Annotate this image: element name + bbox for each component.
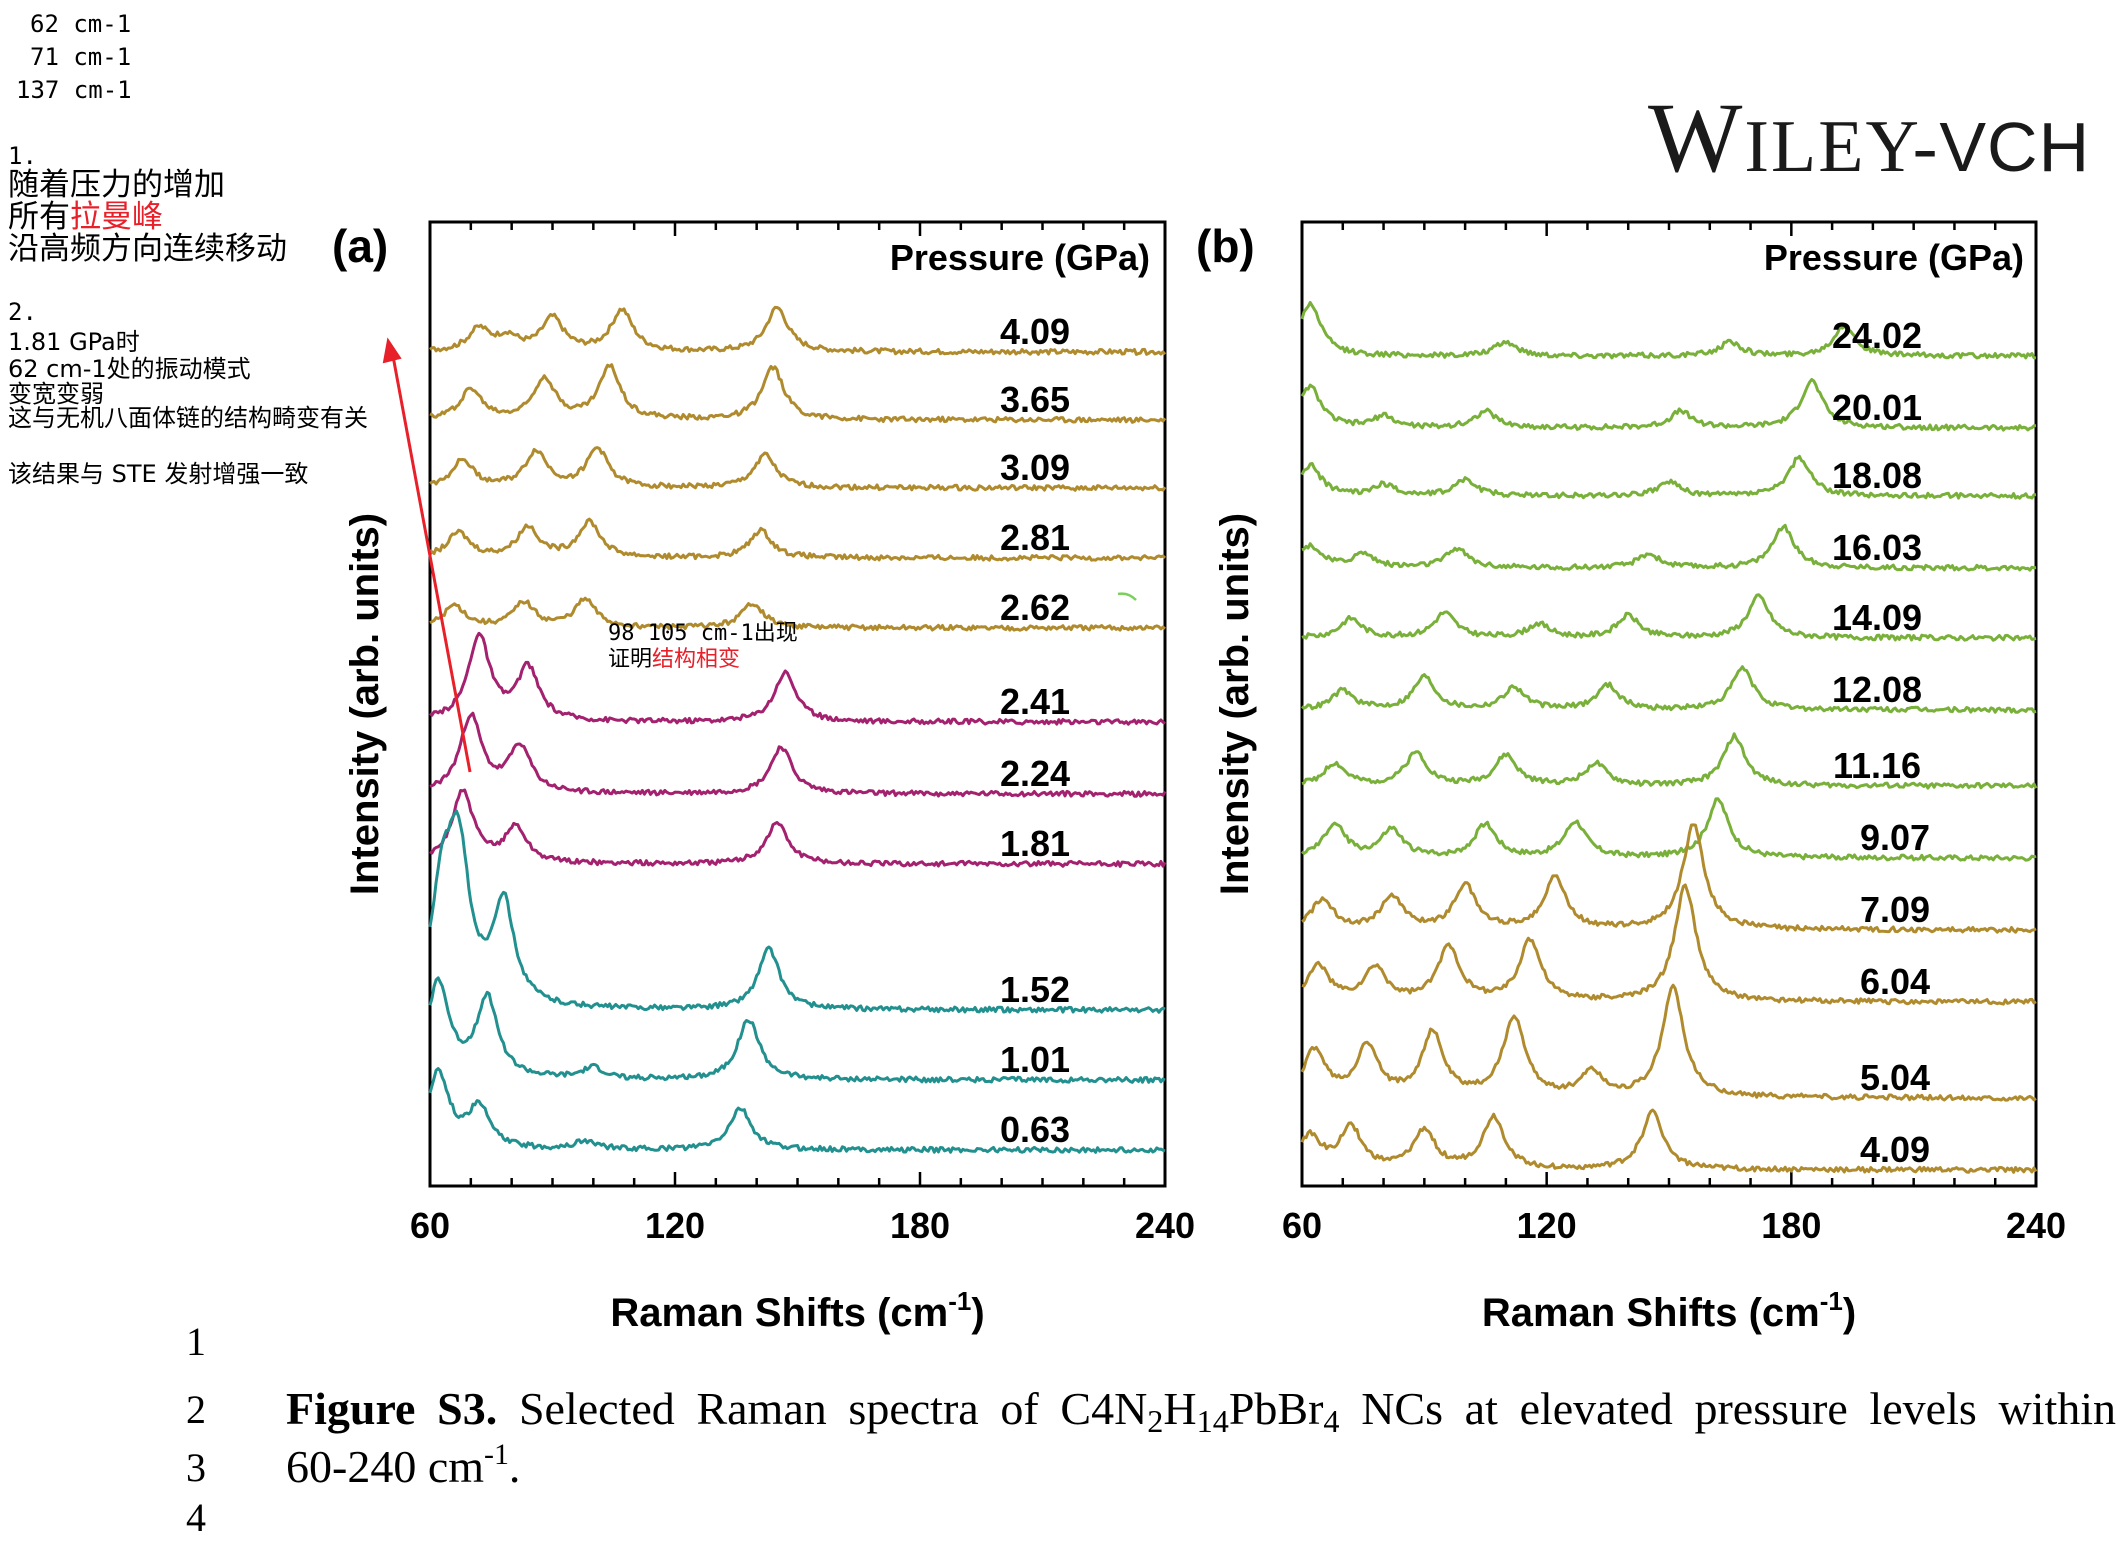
spectrum-line [1301, 883, 2037, 1006]
spectrum-line [1300, 1108, 2038, 1174]
spectrum-line [1301, 665, 2037, 714]
panel-label: (b) [1196, 220, 1255, 272]
pressure-label: 1.01 [1000, 1039, 1070, 1080]
pressure-label: 18.08 [1832, 455, 1922, 496]
note-peak-71: 71 cm-1 [30, 43, 132, 71]
pressure-label: 7.09 [1860, 889, 1930, 930]
x-tick-label: 240 [2006, 1205, 2066, 1246]
x-tick-label: 240 [1135, 1205, 1195, 1246]
spectra-panel-b: 60 120 180 240 Raman Shifts (cm-1) Intensity … [1196, 220, 2066, 1335]
raman-figure: 60 120 180 240 Raman Shifts (cm-1) Intensity … [332, 220, 2066, 1335]
legend-title: Pressure (GPa) [890, 237, 1150, 278]
spectrum-line [1300, 797, 2037, 862]
y-axis-label: Intensity (arb. units) [343, 513, 387, 895]
x-tick-label: 60 [410, 1205, 450, 1246]
pressure-label: 0.63 [1000, 1109, 1070, 1150]
pressure-label: 9.07 [1860, 817, 1930, 858]
wiley-vch-logo: WILEY-VCH [1648, 82, 2091, 193]
spectrum-line [429, 446, 1167, 492]
line-number: 4 [186, 1495, 206, 1540]
spectrum-line [428, 809, 1166, 1014]
spectrum-line [428, 1067, 1166, 1154]
spectrum-line [1300, 301, 2037, 360]
spectrum-line [1300, 983, 2037, 1102]
pressure-label: 3.65 [1000, 379, 1070, 420]
x-tick-label: 180 [890, 1205, 950, 1246]
pressure-label: 16.03 [1832, 527, 1922, 568]
spectrum-line [429, 631, 1166, 726]
pressure-label: 12.08 [1832, 669, 1922, 710]
note2-line2: 62 cm-1处的振动模式 [8, 355, 251, 383]
pressure-label: 5.04 [1860, 1057, 1930, 1098]
note1-line3: 沿高频方向连续移动 [8, 231, 287, 267]
spectrum-line [429, 596, 1166, 632]
pressure-label: 2.41 [1000, 681, 1070, 722]
pressure-label: 3.09 [1000, 447, 1070, 488]
note1-line1: 随着压力的增加 [8, 167, 225, 203]
caption-title: Figure S3. [286, 1383, 498, 1434]
spectrum-line [1301, 823, 2037, 934]
spectrum-line [1301, 593, 2037, 642]
x-axis-label: Raman Shifts (cm-1) [610, 1286, 984, 1335]
figure-caption: Figure S3. Selected Raman spectra of C4N… [286, 1383, 2116, 1439]
note2-line4: 这与无机八面体链的结构畸变有关 [8, 404, 368, 432]
pressure-label: 24.02 [1832, 315, 1922, 356]
spectrum-line [429, 517, 1167, 562]
legend-title: Pressure (GPa) [1764, 237, 2024, 278]
pressure-label: 11.16 [1833, 745, 1921, 786]
spectrum-line [1301, 732, 2038, 790]
pressure-label: 4.09 [1000, 311, 1070, 352]
note-peak-62: 62 cm-1 [30, 10, 132, 38]
arrow-head-icon [382, 337, 402, 364]
pressure-label: 2.81 [1000, 517, 1070, 558]
note2-number: 2. [8, 298, 37, 326]
x-tick-label: 120 [645, 1205, 705, 1246]
spectrum-line [428, 976, 1166, 1084]
x-tick-label: 180 [1761, 1205, 1821, 1246]
note-phase-line2: 证明结构相变 [608, 647, 740, 672]
spectrum-line [1300, 378, 2036, 432]
x-ticks [1300, 222, 2038, 1186]
spectrum-line [429, 788, 1167, 868]
pressure-label: 6.04 [1860, 961, 1930, 1002]
pressure-label: 14.09 [1832, 597, 1922, 638]
spectrum-line [429, 711, 1167, 798]
annotation-arrow [391, 355, 472, 773]
note-peak-137: 137 cm-1 [16, 76, 132, 104]
note1-line2: 所有拉曼峰 [8, 199, 163, 235]
y-axis-label: Intensity (arb. units) [1213, 513, 1257, 895]
note1-highlight: 拉曼峰 [70, 199, 163, 235]
spectrum-line [1301, 523, 2037, 572]
plot-frame [1300, 220, 2038, 1188]
note2-line1: 1.81 GPa时 [8, 328, 140, 356]
pressure-label: 4.09 [1860, 1129, 1930, 1170]
spectra-panel-a: 60 120 180 240 Raman Shifts (cm-1) Intensity … [332, 220, 1195, 1335]
pressure-label: 1.52 [1000, 969, 1070, 1010]
figure-caption-line2: 60-240 cm-1. [286, 1438, 521, 1492]
pressure-label: 2.24 [1000, 753, 1070, 794]
x-tick-label: 120 [1517, 1205, 1577, 1246]
note-phase-line1: 98 105 cm-1出现 [608, 621, 798, 646]
spectrum-line [1300, 454, 2037, 500]
green-mark [1117, 592, 1137, 601]
note1-number: 1. [8, 142, 37, 170]
line-number: 2 [186, 1387, 206, 1432]
note2-line5: 该结果与 STE 发射增强一致 [8, 460, 309, 488]
line-number: 3 [186, 1445, 206, 1490]
panel-label: (a) [332, 220, 388, 272]
pressure-label: 1.81 [1000, 823, 1070, 864]
pressure-label: 2.62 [1000, 587, 1070, 628]
spectrum-line [429, 363, 1167, 424]
x-tick-label: 60 [1282, 1205, 1322, 1246]
x-ticks [428, 222, 1167, 1186]
x-axis-label: Raman Shifts (cm-1) [1482, 1286, 1856, 1335]
note2-line3: 变宽变弱 [8, 380, 104, 408]
line-number: 1 [186, 1319, 206, 1364]
spectrum-line [429, 305, 1167, 356]
pressure-label: 20.01 [1832, 387, 1922, 428]
